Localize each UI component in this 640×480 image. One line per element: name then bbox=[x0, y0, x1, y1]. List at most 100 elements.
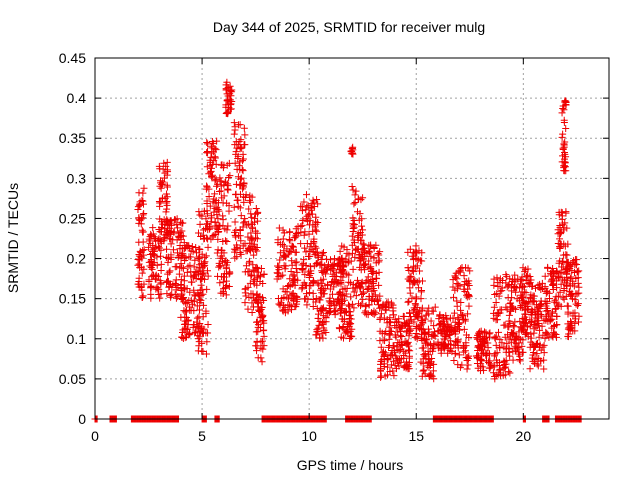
data-point bbox=[223, 226, 231, 234]
data-point bbox=[571, 309, 579, 317]
data-point bbox=[156, 182, 164, 190]
data-point bbox=[309, 303, 317, 311]
data-point bbox=[363, 250, 371, 258]
data-point bbox=[336, 301, 344, 309]
data-point bbox=[180, 284, 188, 292]
data-point bbox=[214, 215, 222, 223]
data-point bbox=[241, 285, 249, 293]
data-point bbox=[400, 363, 408, 371]
data-point bbox=[304, 295, 312, 303]
data-point bbox=[327, 266, 335, 274]
data-point bbox=[237, 174, 245, 182]
data-point bbox=[553, 333, 561, 341]
data-point bbox=[445, 331, 453, 339]
data-point bbox=[431, 332, 439, 340]
data-point bbox=[377, 303, 385, 311]
data-point bbox=[559, 293, 567, 301]
data-point bbox=[217, 177, 225, 185]
x-tick-label: 5 bbox=[198, 428, 206, 444]
data-point bbox=[215, 221, 223, 229]
data-point bbox=[405, 354, 413, 362]
data-point bbox=[560, 141, 568, 149]
chart-title: Day 344 of 2025, SRMTID for receiver mul… bbox=[213, 19, 485, 35]
data-point bbox=[384, 363, 392, 371]
data-point bbox=[226, 172, 234, 180]
data-point bbox=[308, 206, 316, 214]
data-point bbox=[230, 130, 238, 138]
data-point bbox=[507, 329, 515, 337]
data-point bbox=[244, 305, 252, 313]
data-point bbox=[259, 327, 267, 335]
data-point bbox=[557, 280, 565, 288]
data-point bbox=[554, 292, 562, 300]
y-tick-label: 0.2 bbox=[67, 251, 87, 267]
data-point bbox=[314, 200, 322, 208]
data-point bbox=[210, 156, 218, 164]
data-point bbox=[384, 355, 392, 363]
data-point bbox=[313, 227, 321, 235]
data-point bbox=[342, 258, 350, 266]
data-point bbox=[342, 290, 350, 298]
data-point bbox=[348, 332, 356, 340]
data-point bbox=[358, 222, 366, 230]
data-point bbox=[140, 246, 148, 254]
data-point bbox=[239, 157, 247, 165]
data-point bbox=[454, 314, 462, 322]
data-point bbox=[221, 284, 229, 292]
data-point bbox=[193, 314, 201, 322]
data-point bbox=[247, 234, 255, 242]
data-point bbox=[560, 158, 568, 166]
data-point bbox=[250, 251, 258, 259]
data-point bbox=[466, 267, 474, 275]
data-point bbox=[320, 290, 328, 298]
data-point bbox=[425, 304, 433, 312]
data-point bbox=[350, 217, 358, 225]
data-point bbox=[163, 193, 171, 201]
data-point bbox=[223, 86, 231, 94]
data-point bbox=[245, 205, 253, 213]
data-point bbox=[214, 180, 222, 188]
data-point bbox=[302, 215, 310, 223]
data-point bbox=[405, 297, 413, 305]
y-tick-label: 0.3 bbox=[67, 170, 87, 186]
data-point bbox=[159, 178, 167, 186]
data-point bbox=[528, 319, 536, 327]
data-point bbox=[260, 270, 268, 278]
data-point bbox=[196, 299, 204, 307]
data-point bbox=[418, 286, 426, 294]
data-point bbox=[195, 306, 203, 314]
data-point bbox=[231, 159, 239, 167]
data-point bbox=[460, 272, 468, 280]
data-point bbox=[207, 212, 215, 220]
data-point bbox=[275, 224, 283, 232]
data-point bbox=[203, 338, 211, 346]
data-point bbox=[422, 336, 430, 344]
data-point bbox=[217, 161, 225, 169]
data-point bbox=[396, 347, 404, 355]
data-point bbox=[464, 361, 472, 369]
data-point bbox=[248, 308, 256, 316]
data-point bbox=[347, 315, 355, 323]
data-point bbox=[207, 218, 215, 226]
data-point bbox=[556, 235, 564, 243]
data-point bbox=[570, 269, 578, 277]
data-point bbox=[430, 331, 438, 339]
data-point bbox=[222, 103, 230, 111]
data-point bbox=[519, 336, 527, 344]
data-point bbox=[369, 309, 377, 317]
data-point bbox=[387, 319, 395, 327]
data-point bbox=[450, 293, 458, 301]
data-point bbox=[137, 263, 145, 271]
data-point bbox=[454, 361, 462, 369]
data-point bbox=[406, 312, 414, 320]
data-point bbox=[279, 235, 287, 243]
data-point bbox=[440, 320, 448, 328]
data-point bbox=[377, 310, 385, 318]
data-point bbox=[575, 267, 583, 275]
data-point bbox=[426, 347, 434, 355]
data-point bbox=[155, 285, 163, 293]
data-point bbox=[310, 239, 318, 247]
data-point bbox=[496, 309, 504, 317]
data-point bbox=[540, 349, 548, 357]
data-point bbox=[234, 202, 242, 210]
